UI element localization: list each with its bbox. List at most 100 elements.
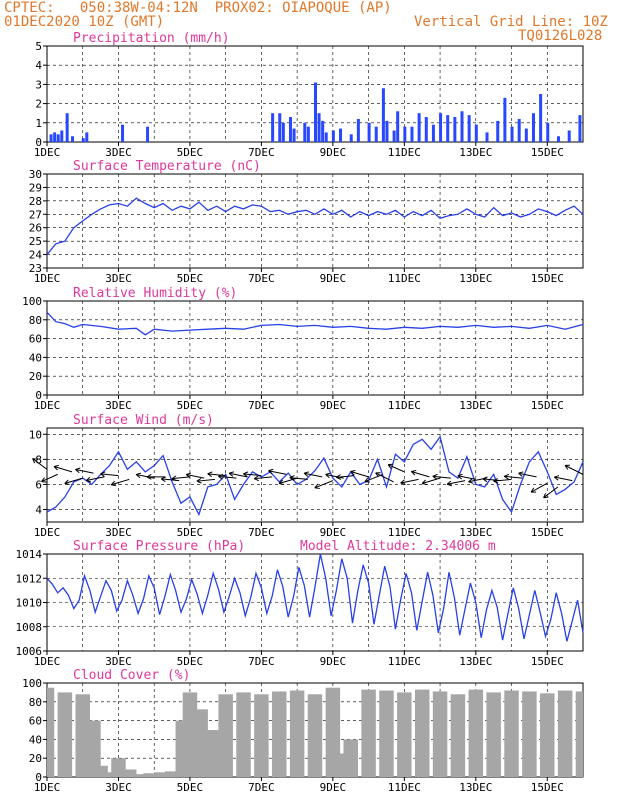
x-tick-label: 13DEC xyxy=(459,526,492,539)
x-tick-label: 15DEC xyxy=(531,146,564,159)
y-tick-label: 0 xyxy=(35,389,42,402)
series-line xyxy=(46,197,584,256)
precip-bar xyxy=(392,130,396,142)
precip-bar xyxy=(339,128,343,142)
precip-bar xyxy=(517,118,521,142)
wind-arrow xyxy=(325,472,344,479)
y-tick-label: 25 xyxy=(29,235,42,248)
precip-bar xyxy=(403,126,407,142)
x-tick-label: 11DEC xyxy=(388,781,421,794)
precip-bar xyxy=(546,122,550,142)
x-tick-label: 7DEC xyxy=(248,655,275,668)
x-tick-label: 15DEC xyxy=(531,526,564,539)
x-tick-label: 3DEC xyxy=(105,146,132,159)
x-tick-label: 11DEC xyxy=(388,526,421,539)
x-tick-label: 1DEC xyxy=(34,399,61,412)
wind-arrow xyxy=(530,482,548,493)
precip-bar xyxy=(467,115,471,142)
x-tick-label: 11DEC xyxy=(388,399,421,412)
precip-bar xyxy=(278,113,282,142)
x-tick-label: 9DEC xyxy=(320,146,347,159)
y-tick-label: 1014 xyxy=(16,548,43,561)
precip-bar xyxy=(53,132,57,142)
wind-arrow xyxy=(336,474,355,480)
precip-bar xyxy=(496,120,500,142)
y-tick-label: 23 xyxy=(29,262,42,275)
chart-header: CPTEC: 050:38W-04:12N PROX02: OIAPOQUE (… xyxy=(0,0,618,46)
wind-arrow xyxy=(278,477,298,486)
precip-bar xyxy=(49,134,53,142)
x-tick-label: 7DEC xyxy=(248,272,275,285)
wind-arrow xyxy=(432,473,451,480)
wind-arrow xyxy=(553,475,573,482)
precip-bar xyxy=(578,115,582,142)
wind-arrow xyxy=(303,471,323,478)
precip-bar xyxy=(85,132,89,142)
x-tick-label: 3DEC xyxy=(105,272,132,285)
precip-bar xyxy=(410,126,414,142)
y-tick-label: 100 xyxy=(22,677,42,690)
y-tick-label: 10 xyxy=(29,428,42,441)
precip-bar xyxy=(271,113,275,142)
wind-arrow xyxy=(289,475,308,481)
x-tick-label: 3DEC xyxy=(105,526,132,539)
precip-bar xyxy=(510,126,514,142)
panel-title: Surface Wind (m/s) xyxy=(73,413,214,428)
wind-arrow xyxy=(135,472,155,479)
y-tick-label: 28 xyxy=(29,195,42,208)
panel-4: 4 6 8 10 1DEC 3DEC 5DEC 7DEC 9DEC 11DEC 13DEC 15DEC… xyxy=(29,413,584,539)
x-tick-label: 9DEC xyxy=(320,781,347,794)
wind-arrow xyxy=(171,475,190,482)
precip-bar xyxy=(292,128,296,142)
precip-bar xyxy=(349,134,353,142)
y-tick-label: 40 xyxy=(29,733,42,746)
x-tick-label: 5DEC xyxy=(177,526,204,539)
wind-arrow xyxy=(350,469,369,478)
precip-bar xyxy=(288,117,292,142)
x-tick-label: 7DEC xyxy=(248,146,275,159)
y-tick-label: 80 xyxy=(29,696,42,709)
cloud-bar xyxy=(132,774,148,777)
cloud-bar xyxy=(486,692,501,777)
grid-line-note: Vertical Grid Line: 10Z xyxy=(414,14,608,30)
precip-bar xyxy=(567,130,571,142)
precip-bar xyxy=(453,117,457,142)
x-tick-label: 1DEC xyxy=(34,526,61,539)
cloud-bar xyxy=(289,690,305,777)
run-datetime: 01DEC2020 10Z (GMT) xyxy=(4,14,165,30)
wind-arrow xyxy=(243,471,262,478)
y-tick-label: 6 xyxy=(35,478,42,491)
x-tick-label: 7DEC xyxy=(248,399,275,412)
panel-frame xyxy=(46,427,584,523)
cloud-bar xyxy=(236,692,251,777)
cloud-bar xyxy=(154,772,169,777)
wind-arrow xyxy=(41,473,58,483)
precip-bar xyxy=(56,134,60,142)
x-tick-label: 13DEC xyxy=(459,655,492,668)
y-tick-label: 3 xyxy=(35,78,42,91)
y-tick-label: 4 xyxy=(35,59,42,72)
precip-bar xyxy=(303,122,307,142)
wind-arrow xyxy=(228,471,248,478)
precip-bar xyxy=(324,132,328,142)
x-tick-label: 5DEC xyxy=(177,781,204,794)
y-tick-label: 2 xyxy=(35,98,42,111)
precip-bar xyxy=(367,122,371,142)
y-tick-label: 30 xyxy=(29,168,42,181)
x-tick-label: 15DEC xyxy=(531,272,564,285)
x-tick-label: 11DEC xyxy=(388,655,421,668)
x-tick-label: 9DEC xyxy=(320,399,347,412)
precip-bar xyxy=(396,111,400,142)
y-tick-label: 40 xyxy=(29,351,42,364)
x-tick-label: 11DEC xyxy=(388,272,421,285)
cloud-bar xyxy=(522,691,537,777)
precip-bar xyxy=(146,126,150,142)
precip-bar xyxy=(374,126,378,142)
wind-arrow xyxy=(543,486,559,499)
panel-title: Relative Humidity (%) xyxy=(73,286,237,301)
y-tick-label: 1010 xyxy=(16,597,43,610)
wind-arrow xyxy=(146,474,165,480)
cloud-bar xyxy=(272,691,287,777)
x-tick-label: 3DEC xyxy=(105,399,132,412)
